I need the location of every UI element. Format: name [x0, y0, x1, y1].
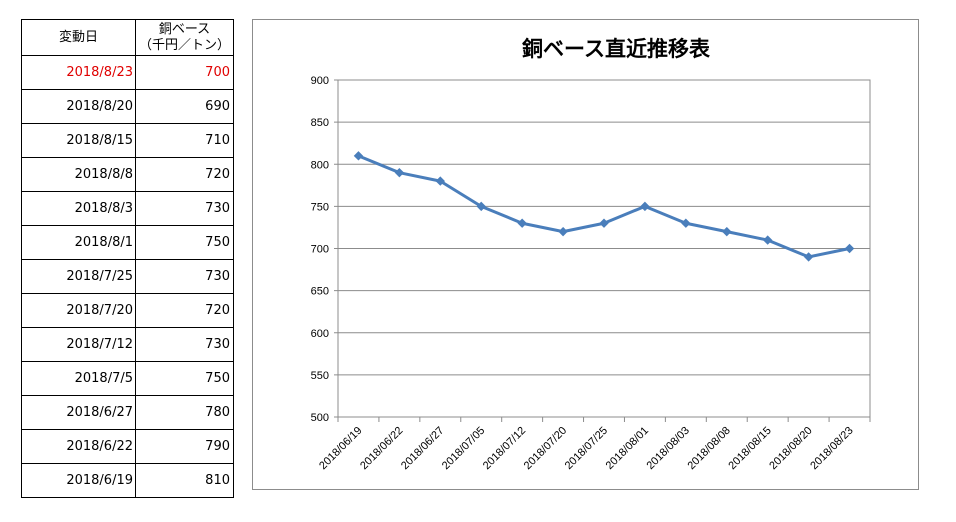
table-body: 2018/8/23 700 2018/8/20 690 2018/8/15 710 2018… [21, 55, 234, 498]
data-point [558, 226, 568, 237]
x-tick-label: 2018/07/25 [563, 425, 610, 472]
row-date: 2018/8/8 [21, 157, 136, 192]
table-row: 2018/8/23 700 [21, 55, 234, 90]
y-tick-label: 650 [311, 286, 329, 298]
data-point [476, 201, 486, 212]
table-row: 2018/6/19 810 [21, 463, 234, 498]
table-header-row: 変動日 銅ベース （千円／トン） [21, 19, 234, 56]
x-tick-label: 2018/08/01 [604, 425, 651, 472]
row-price: 720 [135, 157, 234, 192]
x-tick-label: 2018/06/19 [317, 425, 364, 472]
data-point [722, 226, 732, 237]
row-price: 810 [135, 463, 234, 498]
x-tick-label: 2018/08/15 [726, 425, 773, 472]
row-date: 2018/8/15 [21, 123, 136, 158]
row-price: 730 [135, 191, 234, 226]
table-row: 2018/6/27 780 [21, 395, 234, 430]
x-tick-label: 2018/08/23 [808, 425, 855, 472]
row-date: 2018/7/12 [21, 327, 136, 362]
row-date: 2018/8/20 [21, 89, 136, 124]
row-price: 780 [135, 395, 234, 430]
y-tick-label: 700 [311, 244, 329, 256]
x-tick-label: 2018/07/12 [481, 425, 528, 472]
row-price: 790 [135, 429, 234, 464]
chart-title: 銅ベース直近推移表 [522, 37, 711, 61]
table-row: 2018/8/20 690 [21, 89, 234, 124]
y-tick-label: 550 [311, 370, 329, 382]
header-date: 変動日 [21, 19, 136, 56]
price-table: 変動日 銅ベース （千円／トン） 2018/8/23 700 2018/8/20 69… [21, 19, 234, 498]
data-point [394, 167, 405, 178]
row-price: 730 [135, 259, 234, 294]
y-tick-label: 750 [311, 201, 329, 213]
row-date: 2018/7/20 [21, 293, 136, 328]
row-date: 2018/8/3 [21, 191, 136, 226]
data-point [681, 218, 691, 228]
header-price: 銅ベース （千円／トン） [135, 19, 234, 56]
line-chart: 銅ベース直近推移表 500 550 600 650 700 750 800 850 900 2018… [311, 37, 871, 472]
row-price: 730 [135, 327, 234, 362]
x-tick-label: 2018/06/22 [358, 425, 405, 472]
y-tick-label: 500 [311, 412, 329, 424]
row-date: 2018/7/25 [21, 259, 136, 294]
table-row: 2018/8/3 730 [21, 191, 234, 226]
table-row: 2018/7/20 720 [21, 293, 234, 328]
row-date: 2018/8/23 [21, 55, 136, 90]
row-date: 2018/6/19 [21, 463, 136, 498]
table-row: 2018/7/25 730 [21, 259, 234, 294]
row-price: 690 [135, 89, 234, 124]
x-tick-label: 2018/08/08 [685, 425, 732, 472]
header-price-line1: 銅ベース [158, 21, 211, 37]
x-tick-label: 2018/08/03 [645, 425, 692, 472]
data-point [803, 252, 814, 262]
table-row: 2018/7/12 730 [21, 327, 234, 362]
row-date: 2018/6/22 [21, 429, 136, 464]
row-price: 720 [135, 293, 234, 328]
data-point [640, 201, 650, 212]
row-price: 710 [135, 123, 234, 158]
y-tick-label: 900 [311, 75, 329, 87]
row-price: 750 [135, 361, 234, 396]
x-tick-label: 2018/07/05 [440, 425, 487, 472]
data-point [517, 218, 527, 228]
row-date: 2018/7/5 [21, 361, 136, 396]
table-row: 2018/8/1 750 [21, 225, 234, 260]
header-price-line2: （千円／トン） [138, 37, 230, 53]
row-date: 2018/8/1 [21, 225, 136, 260]
chart-frame: 銅ベース直近推移表 500 550 600 650 700 750 800 850 900 2018… [252, 19, 919, 490]
row-price: 700 [135, 55, 234, 90]
row-price: 750 [135, 225, 234, 260]
data-point [762, 235, 773, 245]
y-tick-label: 800 [311, 159, 329, 171]
table-row: 2018/6/22 790 [21, 429, 234, 464]
x-tick-label: 2018/08/20 [767, 425, 814, 472]
y-tick-label: 850 [311, 117, 329, 129]
table-row: 2018/8/15 710 [21, 123, 234, 158]
table-row: 2018/8/8 720 [21, 157, 234, 192]
x-tick-label: 2018/06/27 [399, 425, 446, 472]
y-tick-label: 600 [311, 328, 329, 340]
x-tick-label: 2018/07/20 [522, 425, 569, 472]
data-point [844, 243, 855, 254]
data-point [353, 151, 364, 161]
row-date: 2018/6/27 [21, 395, 136, 430]
plot-area [337, 79, 871, 418]
table-row: 2018/7/5 750 [21, 361, 234, 396]
data-point [599, 218, 609, 228]
data-point [435, 176, 446, 186]
